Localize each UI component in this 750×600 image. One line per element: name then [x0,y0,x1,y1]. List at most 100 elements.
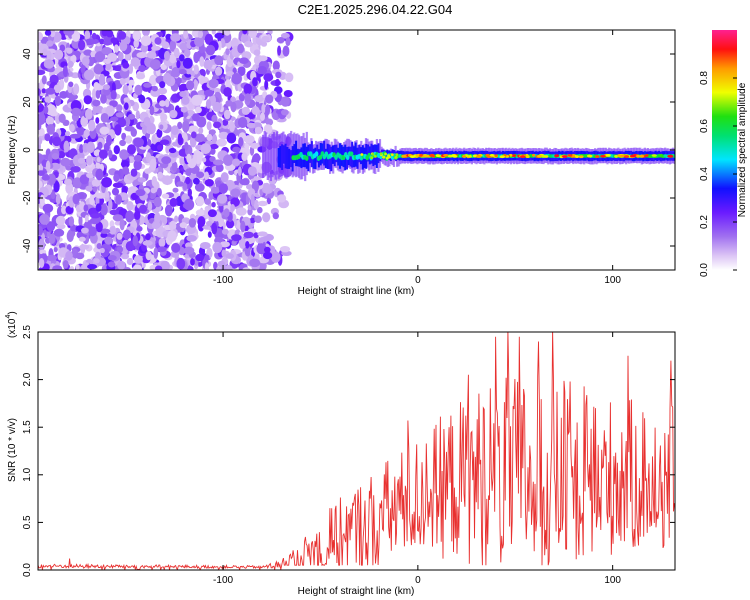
spectrogram-cell [221,249,226,257]
spectrogram-cell [151,176,157,187]
spectrogram-cell [193,151,198,164]
spectrogram-cell [508,153,513,157]
y-tick-label: 40 [22,48,33,60]
spectrogram-cell [150,187,157,194]
spectrogram-cell [143,82,152,88]
spectrogram-cell [43,59,55,69]
spectrogram-cell [284,72,294,83]
spectrogram-cell [243,231,254,239]
spectrogram-cell [145,233,151,241]
spectrogram-cell [112,182,124,188]
spectrogram-cell [48,173,56,185]
y-tick-label: 20 [22,96,33,108]
spectrogram-cell [120,160,130,169]
spectrogram-cell [109,226,117,235]
spectrogram-cell [443,154,449,157]
spectrogram-cell [160,260,170,270]
spectrogram-cell [280,96,290,107]
spectrogram-cell [48,233,56,244]
spectrogram-cell [43,105,49,115]
spectrogram-cell [264,79,269,90]
spectrogram-cell [544,155,549,158]
spectrogram-cell [123,267,131,270]
spectrogram-cell [225,79,231,90]
spectrogram-cell [106,134,112,147]
spectrogram-cell [96,156,101,163]
spectrogram-cell [161,41,170,49]
spectrogram-cell [476,155,482,158]
spectrogram-cell [118,117,127,128]
spectrogram-cell [280,32,290,39]
spectrogram-cell [51,153,60,160]
spectrogram-cell [46,40,54,47]
spectrogram-cell [161,156,172,165]
spectrogram-cell [83,95,93,105]
spectrogram-cell [197,216,206,228]
spectrogram-cell [210,147,216,155]
spectrogram-cell [358,145,361,163]
spectrogram-cell [190,258,195,266]
spectrogram-cell [282,45,290,57]
spectrogram-cell [145,250,152,261]
y-scale-multiplier: (x104) [5,311,18,338]
spectrogram-cell [154,37,162,45]
spectrogram-cell [83,49,93,56]
spectrogram-cell [137,177,146,183]
spectrogram-cell [86,141,95,153]
spectrogram-cell [271,134,274,178]
spectrogram-cell [614,155,618,158]
spectrogram-cell [61,205,67,215]
spectrogram-cell [371,153,375,156]
top-x-axis-label: Height of straight line (km) [298,286,415,297]
spectrogram-cell [149,59,161,70]
spectrogram-cell [136,73,146,80]
spectrogram-cell [279,146,282,168]
spectrogram-cell [243,83,253,95]
spectrogram-cell [218,183,228,194]
spectrogram-cell [636,154,640,158]
spectrogram-cell [70,54,77,64]
bottom-x-axis: -100 0 100 [213,332,621,586]
spectrogram-cell [88,119,96,132]
spectrogram-cell [108,198,113,211]
spectrogram-cell [284,143,287,169]
spectrogram-cell [330,146,333,172]
spectrogram-cell [53,228,65,237]
spectrogram-cell [214,66,223,76]
spectrogram-cell [153,196,162,208]
spectrogram-cell [85,108,93,120]
spectrogram-cell [624,155,630,158]
spectrogram-cell [277,148,280,168]
spectrogram-cell [44,96,51,103]
spectrogram-cell [77,157,86,164]
spectrogram-cell [72,177,82,189]
spectrogram-cell [170,33,182,42]
spectrogram-cell [244,93,251,102]
spectrogram-cell [100,94,107,104]
spectrogram-cell [55,215,66,226]
spectrogram-cell [120,253,130,260]
spectrogram-cell [168,147,177,154]
spectrogram-cell [110,90,117,100]
spectrogram-cell [157,87,168,95]
spectrogram-cell [183,198,195,211]
colorbar-ticks: 0.0 0.2 0.4 0.6 0.8 [699,71,737,277]
spectrogram-cell [263,124,273,134]
spectrogram-cell [244,245,251,257]
spectrogram-cell [140,35,152,47]
spectrogram-cell [95,221,103,233]
spectrogram-cell [228,169,235,176]
spectrogram-cell [193,64,199,75]
spectrogram-cell [201,157,207,163]
spectrogram-cell [99,228,111,234]
spectrogram-cell [169,40,176,52]
spectrogram-cell [191,113,200,122]
spectrogram-cell [401,154,406,158]
spectrogram-cell [270,251,281,263]
spectrogram-cell [83,204,89,212]
spectrogram-cell [193,51,200,64]
spectrogram-cell [221,205,233,211]
spectrogram-cell [124,125,135,132]
spectrogram-cell [86,172,95,179]
